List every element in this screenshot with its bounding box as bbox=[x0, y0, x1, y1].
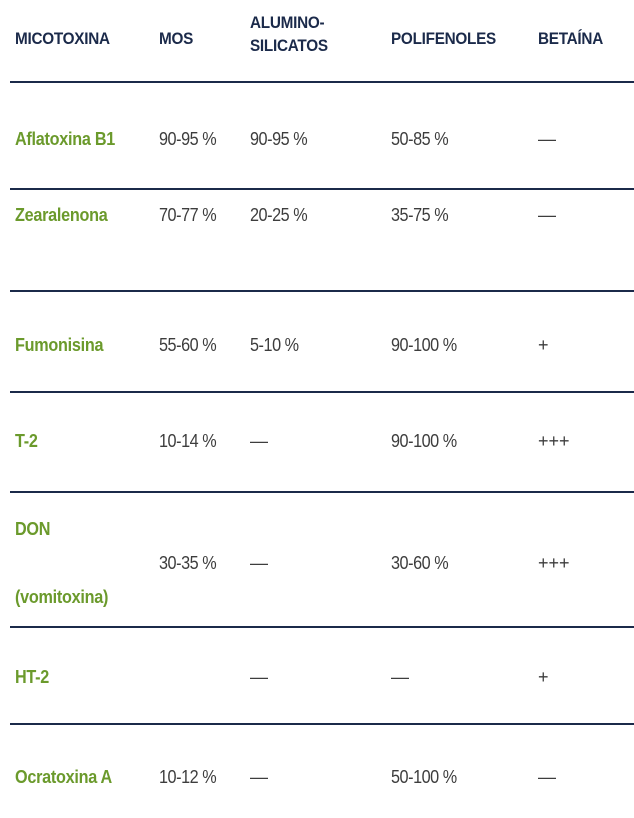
cell-polifenoles: — bbox=[391, 666, 409, 687]
cell-aluminosilicatos: — bbox=[250, 666, 268, 687]
cell-polifenoles: 50-85 % bbox=[391, 128, 449, 149]
row-divider bbox=[10, 81, 634, 83]
row-name: Fumonisina bbox=[15, 334, 104, 355]
cell-mos: 55-60 % bbox=[159, 334, 217, 355]
cell-aluminosilicatos: 5-10 % bbox=[250, 334, 299, 355]
cell-polifenoles: 50-100 % bbox=[391, 766, 457, 787]
cell-betaina: — bbox=[538, 128, 556, 149]
cell-betaina: — bbox=[538, 204, 556, 225]
cell-aluminosilicatos: — bbox=[250, 430, 268, 451]
cell-aluminosilicatos: — bbox=[250, 552, 268, 573]
cell-betaina: — bbox=[538, 766, 556, 787]
row-divider bbox=[10, 723, 634, 725]
cell-aluminosilicatos: 20-25 % bbox=[250, 204, 308, 225]
row-divider bbox=[10, 188, 634, 190]
row-name: Ocratoxina A bbox=[15, 766, 113, 787]
cell-mos: 70-77 % bbox=[159, 204, 217, 225]
cell-mos: 90-95 % bbox=[159, 128, 217, 149]
row-name: Aflatoxina B1 bbox=[15, 128, 116, 149]
row-divider bbox=[10, 626, 634, 628]
cell-betaina: + bbox=[538, 666, 549, 687]
row-name-line2: (vomitoxina) bbox=[15, 586, 109, 607]
header-aluminosilicatos: ALUMINO- SILICATOS bbox=[250, 4, 358, 64]
header-betaina: BETAÍNA bbox=[538, 29, 603, 48]
cell-mos: 10-12 % bbox=[159, 766, 217, 787]
row-name: HT-2 bbox=[15, 666, 50, 687]
cell-betaina: + bbox=[538, 334, 549, 355]
cell-polifenoles: 90-100 % bbox=[391, 430, 457, 451]
header-micotoxina: MICOTOXINA bbox=[15, 29, 110, 48]
cell-aluminosilicatos: 90-95 % bbox=[250, 128, 308, 149]
row-divider bbox=[10, 491, 634, 493]
header-polifenoles: POLIFENOLES bbox=[391, 29, 496, 48]
row-name-line1: DON bbox=[15, 518, 51, 539]
cell-mos: 30-35 % bbox=[159, 552, 217, 573]
cell-polifenoles: 35-75 % bbox=[391, 204, 449, 225]
cell-betaina: +++ bbox=[538, 430, 570, 451]
row-name: Zearalenona bbox=[15, 204, 108, 225]
cell-betaina: +++ bbox=[538, 552, 570, 573]
cell-mos: 10-14 % bbox=[159, 430, 217, 451]
cell-aluminosilicatos: — bbox=[250, 766, 268, 787]
header-aluminosilicatos-line2: SILICATOS bbox=[250, 36, 328, 55]
header-aluminosilicatos-line1: ALUMINO- bbox=[250, 13, 325, 32]
header-mos: MOS bbox=[159, 29, 194, 48]
row-name: T-2 bbox=[15, 430, 38, 451]
cell-polifenoles: 90-100 % bbox=[391, 334, 457, 355]
row-divider bbox=[10, 290, 634, 292]
cell-polifenoles: 30-60 % bbox=[391, 552, 449, 573]
row-divider bbox=[10, 391, 634, 393]
